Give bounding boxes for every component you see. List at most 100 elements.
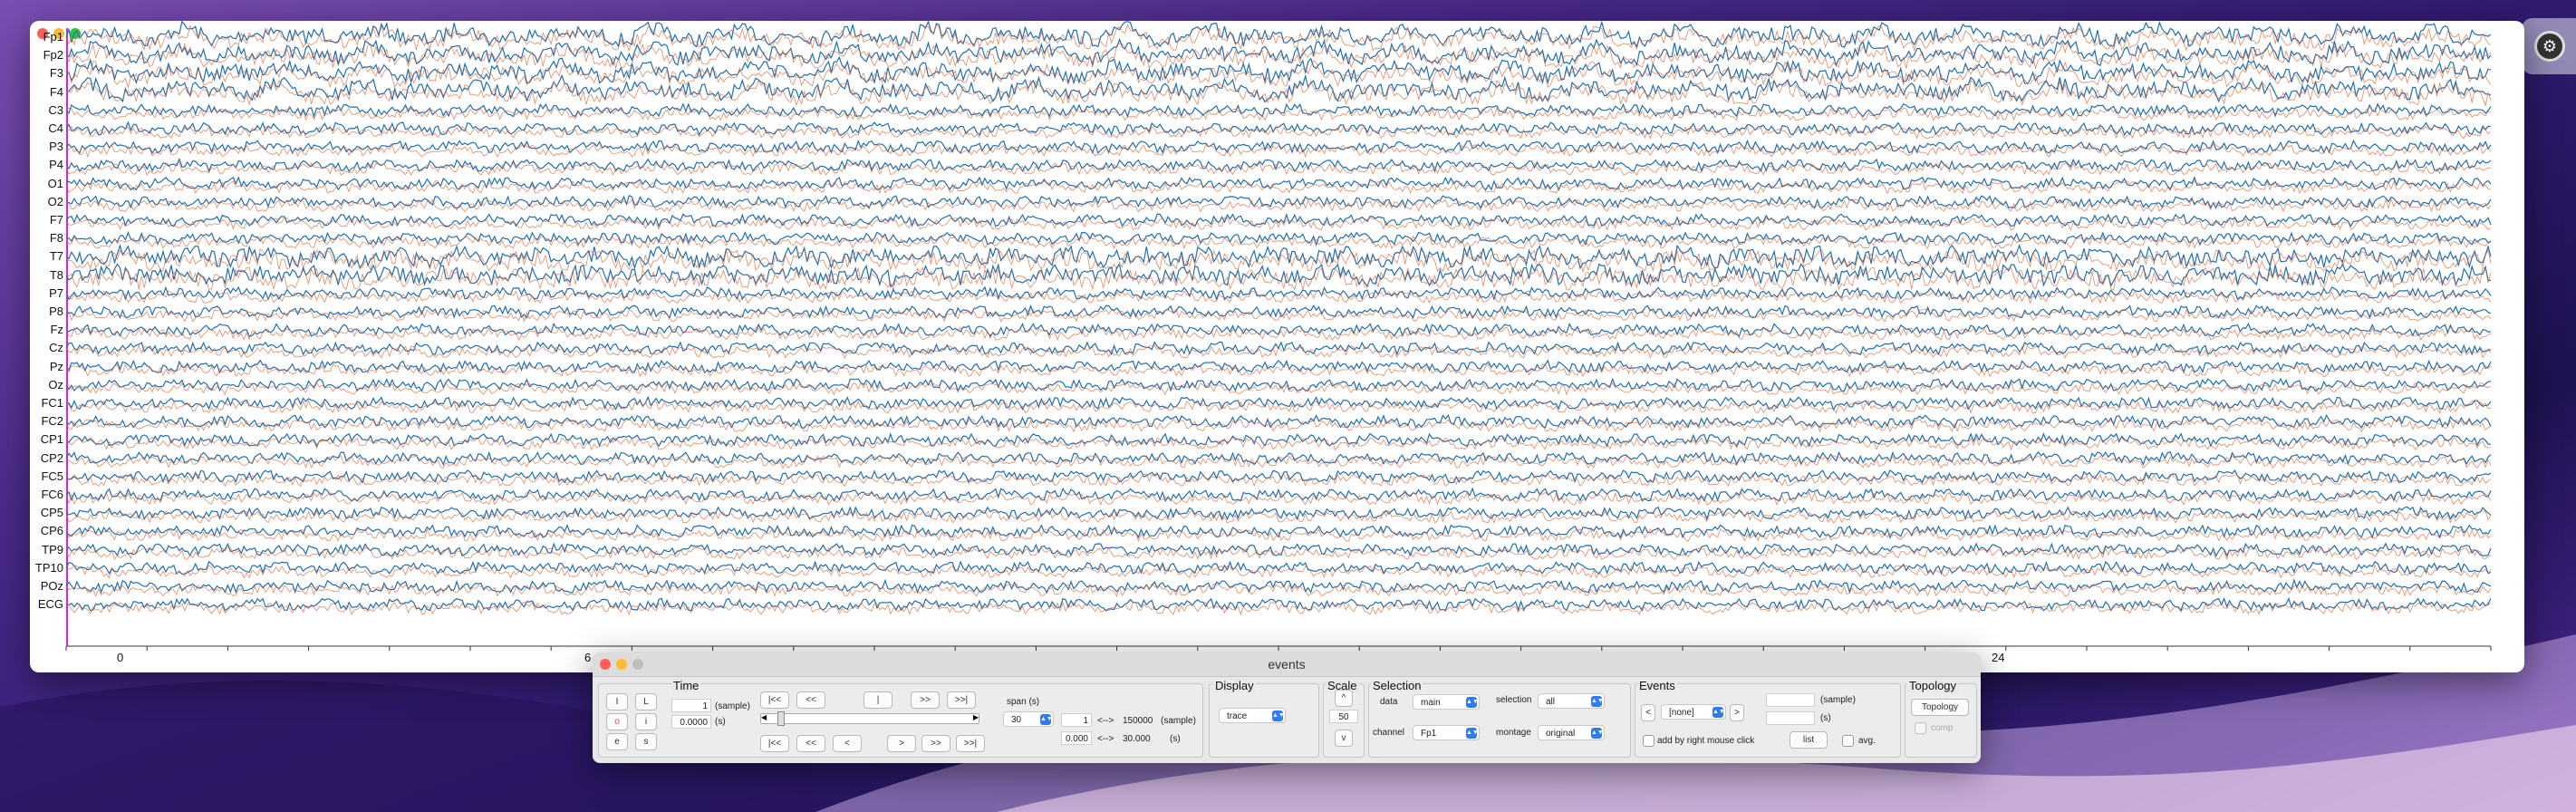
x-tick-0: 0 [117, 651, 124, 664]
zoom-window-button[interactable] [70, 28, 81, 39]
nav-back-page-button[interactable]: << [796, 691, 825, 709]
channel-label-p3: P3 [49, 140, 63, 154]
avg-checkbox[interactable] [1842, 735, 1854, 747]
slider-right-arrow[interactable]: ▶ [972, 713, 979, 721]
minimize-window-button[interactable] [616, 659, 627, 670]
channel-label-fc5: FC5 [41, 469, 63, 483]
montage-select[interactable]: original ▲▼ [1538, 725, 1605, 740]
trace-c4 [65, 121, 2492, 137]
o-button[interactable]: o [606, 713, 628, 730]
selection-select[interactable]: all ▲▼ [1538, 693, 1605, 709]
display-mode-select[interactable]: trace ▲▼ [1219, 708, 1286, 723]
event-seconds-input[interactable] [1766, 711, 1815, 725]
range-seconds-unit: (s) [1170, 734, 1181, 744]
scale-group-title: Scale [1326, 679, 1359, 692]
scale-input[interactable]: 50 [1329, 710, 1358, 723]
channel-label-tp9: TP9 [42, 542, 63, 556]
chevron-updown-icon: ▲▼ [1713, 707, 1725, 718]
scale-down-button[interactable]: v [1335, 730, 1353, 747]
channel-label-poz: POz [40, 579, 63, 593]
channel-label-c3: C3 [48, 102, 63, 117]
channel-label-cp1: CP1 [40, 432, 63, 447]
trace-cp2 [65, 450, 2492, 467]
nav-forward-page-button[interactable]: >> [911, 691, 940, 709]
channel-select[interactable]: Fp1 ▲▼ [1413, 725, 1480, 740]
close-window-button[interactable] [600, 659, 611, 670]
next-event-button[interactable]: > [1730, 704, 1744, 721]
trace-tp10 [65, 560, 2492, 575]
channel-label-t7: T7 [49, 249, 63, 264]
s-button[interactable]: s [635, 733, 657, 750]
channel-label-f3: F3 [49, 66, 63, 81]
zoom-window-button[interactable] [632, 659, 643, 670]
eeg-trace-plot[interactable] [30, 21, 2524, 672]
list-button[interactable]: list [1790, 731, 1828, 749]
minimize-window-button[interactable] [53, 28, 64, 39]
channel-label-t8: T8 [49, 267, 63, 282]
nav-step-back-button[interactable]: < [833, 735, 862, 752]
seconds-input[interactable]: 0.0000 [671, 715, 711, 729]
channel-label-f8: F8 [49, 231, 63, 246]
slider-thumb[interactable] [777, 711, 785, 726]
channel-label-p8: P8 [49, 304, 63, 318]
last-button[interactable]: L [635, 693, 657, 710]
nav-first-bottom-button[interactable]: |<< [760, 735, 789, 752]
channel-label-f4: F4 [49, 84, 63, 99]
event-type-value: [none] [1669, 708, 1694, 718]
nav-first-button[interactable]: |<< [760, 691, 789, 709]
nav-last-button[interactable]: >>| [947, 691, 976, 709]
event-sample-unit: (sample) [1820, 695, 1856, 705]
channel-label-ecg: ECG [37, 597, 63, 612]
nav-forward-page-bottom-button[interactable]: >> [921, 735, 950, 752]
data-select[interactable]: main ▲▼ [1413, 694, 1480, 710]
nav-back-page-bottom-button[interactable]: << [796, 735, 825, 752]
first-button[interactable]: I [606, 693, 628, 710]
span-select[interactable]: 30 ▲▼ [1003, 711, 1054, 727]
trace-cp1-overlay [65, 436, 2492, 451]
slider-left-arrow[interactable]: ◀ [761, 713, 767, 721]
trace-p7-overlay [65, 289, 2492, 304]
span-value: 30 [1011, 715, 1022, 725]
prev-event-button[interactable]: < [1641, 704, 1655, 721]
events-control-window: events Time I L o i e s 1 (sample) 0.000… [593, 652, 1981, 763]
trace-f4 [65, 73, 2492, 103]
add-by-right-click-checkbox[interactable] [1643, 735, 1655, 747]
range-end-sample: 150000 [1123, 716, 1153, 726]
trace-fc1 [65, 395, 2492, 411]
trace-oz-overlay [65, 381, 2492, 396]
range-start-sample-input[interactable]: 1 [1061, 713, 1092, 727]
close-window-button[interactable] [37, 28, 48, 39]
trace-t7 [65, 243, 2492, 270]
e-button[interactable]: e [606, 733, 628, 750]
trace-p7 [65, 285, 2492, 302]
nav-center-button[interactable]: | [863, 691, 892, 709]
trace-p3-overlay [65, 143, 2492, 159]
range-start-seconds-input[interactable]: 0.000 [1061, 731, 1092, 745]
matlab-icon[interactable]: ⚙ [2534, 31, 2565, 62]
data-value: main [1421, 698, 1441, 708]
span-label: span (s) [1007, 697, 1040, 707]
trace-f3 [65, 55, 2492, 85]
channel-value: Fp1 [1421, 729, 1437, 739]
trace-cp6 [65, 524, 2492, 539]
time-slider[interactable]: ◀ ▶ [760, 711, 979, 726]
dock-strip: ⚙ [2522, 18, 2576, 74]
topology-group-title: Topology [1907, 679, 1959, 692]
nav-step-forward-button[interactable]: > [887, 735, 916, 752]
topology-group: Topology Topology comp [1905, 679, 1977, 758]
topology-button[interactable]: Topology [1911, 699, 1969, 716]
event-sample-input[interactable] [1766, 693, 1815, 707]
channel-label-f7: F7 [49, 213, 63, 227]
i-button[interactable]: i [635, 713, 657, 730]
channel-label-p7: P7 [49, 285, 63, 300]
data-label: data [1380, 697, 1398, 707]
scale-up-button[interactable]: ^ [1335, 690, 1353, 707]
sample-input[interactable]: 1 [671, 699, 711, 712]
event-type-select[interactable]: [none] ▲▼ [1661, 704, 1726, 720]
trace-cp5-overlay [65, 509, 2492, 524]
events-group-title: Events [1637, 679, 1677, 692]
comp-checkbox[interactable] [1915, 722, 1926, 734]
trace-fc2 [65, 413, 2492, 430]
nav-last-bottom-button[interactable]: >>| [956, 735, 985, 752]
trace-f3-overlay [65, 60, 2492, 90]
